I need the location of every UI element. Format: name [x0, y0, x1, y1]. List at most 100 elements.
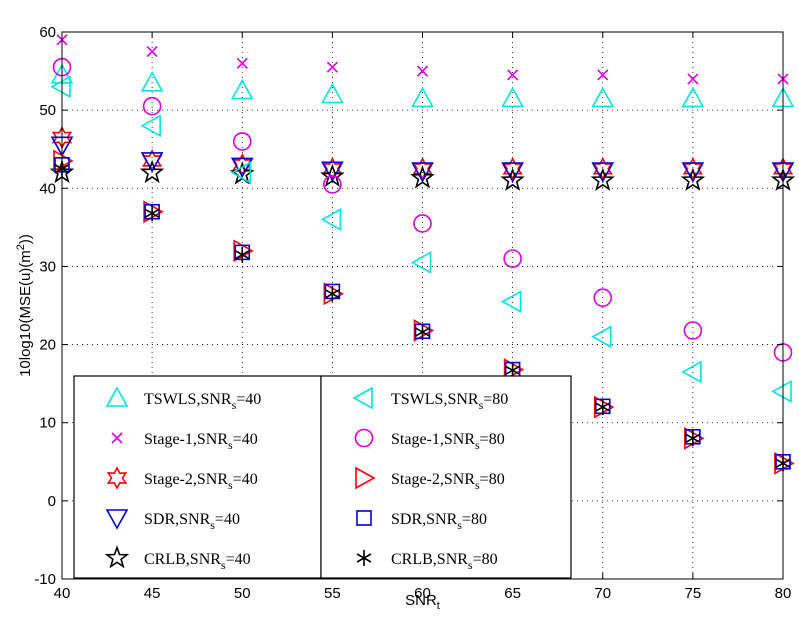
series-1 [56, 34, 789, 85]
data-point [321, 161, 344, 182]
x-tick-label: 40 [54, 585, 71, 602]
data-point [415, 324, 430, 341]
x-tick-label: 65 [504, 585, 521, 602]
data-point [680, 167, 706, 191]
series-0 [50, 63, 795, 108]
data-point [411, 162, 434, 183]
legend-label-suffix: =40 [233, 471, 258, 488]
y-axis-label-superscript: 2 [15, 244, 27, 250]
legend-entry: SDR,SNRs=80 [356, 510, 487, 532]
data-point [139, 159, 165, 184]
y-tick-label: 0 [48, 493, 56, 510]
data-point [143, 200, 164, 224]
legend-label-subscript: s [228, 478, 233, 492]
legend-label-suffix: =80 [473, 551, 498, 568]
series-6 [52, 57, 793, 362]
data-point [232, 132, 252, 151]
data-point [503, 358, 525, 381]
x-tick-label: 70 [594, 585, 611, 602]
x-tick-label: 55 [324, 585, 341, 602]
data-point [416, 65, 429, 77]
legend-box-0 [73, 375, 322, 579]
legend-label: SDR,SNRs=80 [391, 511, 487, 532]
y-tick-label: 50 [39, 102, 56, 119]
y-tick-label: 20 [39, 337, 56, 354]
data-point [230, 161, 252, 185]
y-tick-label: 60 [39, 24, 56, 41]
data-point [507, 69, 519, 81]
x-tick-label: 60 [414, 585, 431, 602]
data-point [593, 395, 615, 419]
legend-marker [105, 509, 129, 530]
data-point [501, 86, 524, 108]
y-tick-label: -10 [34, 571, 56, 588]
data-point [595, 399, 611, 416]
data-point [320, 163, 345, 188]
data-point [324, 285, 340, 302]
legend-marker [104, 545, 130, 569]
data-point [501, 162, 524, 183]
legend-label-suffix: =80 [480, 431, 505, 448]
legend-label-subscript: s [228, 438, 233, 452]
legend-marker [105, 386, 129, 407]
data-point [500, 290, 522, 313]
data-point [683, 321, 703, 340]
x-tick-label: 45 [144, 585, 161, 602]
legend-marker [106, 466, 128, 490]
data-point [326, 61, 338, 73]
data-point [410, 165, 435, 189]
y-tick-label: 40 [39, 180, 56, 197]
data-point [591, 86, 615, 108]
data-point [144, 205, 160, 222]
series-2 [51, 125, 794, 181]
legend-label-suffix: =40 [226, 551, 251, 568]
data-point [323, 175, 342, 194]
data-point [234, 246, 250, 263]
y-axis-label-tail: )) [17, 234, 34, 244]
series-4 [49, 159, 796, 191]
data-point [591, 162, 615, 183]
data-point [411, 86, 434, 108]
data-point [146, 45, 158, 58]
data-point [413, 214, 432, 233]
data-point [681, 360, 702, 384]
legend-label-subscript: s [468, 558, 473, 572]
data-point [140, 152, 164, 173]
legend: TSWLS,SNRs=40Stage-1,SNRs=40Stage-2,SNRs… [73, 375, 572, 579]
legend-marker [354, 428, 374, 448]
legend-entry: SDR,SNRs=40 [105, 509, 240, 532]
legend-label-suffix: =80 [462, 511, 487, 528]
x-axis-label-subscript: t [437, 600, 440, 612]
legend-label-suffix: =40 [233, 431, 258, 448]
legend-label-subscript: s [210, 518, 215, 532]
data-point [321, 82, 344, 104]
legend-marker [355, 466, 376, 490]
data-point [230, 157, 254, 179]
data-point [681, 162, 705, 183]
data-point [503, 249, 522, 268]
data-point [591, 325, 612, 349]
data-point [320, 208, 342, 231]
legend-marker [111, 432, 123, 444]
tick-labels: 40 45 50 55 60 65 70 75 80 -10 0 10 20 30 40 50 60 [34, 24, 791, 602]
x-tick-label: 50 [234, 585, 251, 602]
x-tick-label: 75 [685, 585, 702, 602]
data-point [140, 71, 164, 92]
legend-label-subscript: s [475, 478, 480, 492]
legend-marker [352, 386, 373, 410]
legend-label-subscript: s [457, 518, 462, 532]
legend-label-subscript: s [479, 398, 484, 412]
x-tick-label: 80 [775, 585, 792, 602]
series-5 [50, 75, 792, 403]
legend-label-suffix: =80 [480, 471, 505, 488]
legend-label-suffix: =80 [483, 391, 508, 408]
data-point [236, 57, 248, 69]
legend-label-suffix: =40 [236, 391, 261, 408]
data-point [140, 114, 161, 138]
data-point [413, 319, 435, 342]
data-point [681, 86, 705, 108]
legend-label-suffix: =40 [215, 511, 240, 528]
legend-label-subscript: s [232, 398, 237, 412]
y-tick-label: 10 [39, 415, 56, 432]
